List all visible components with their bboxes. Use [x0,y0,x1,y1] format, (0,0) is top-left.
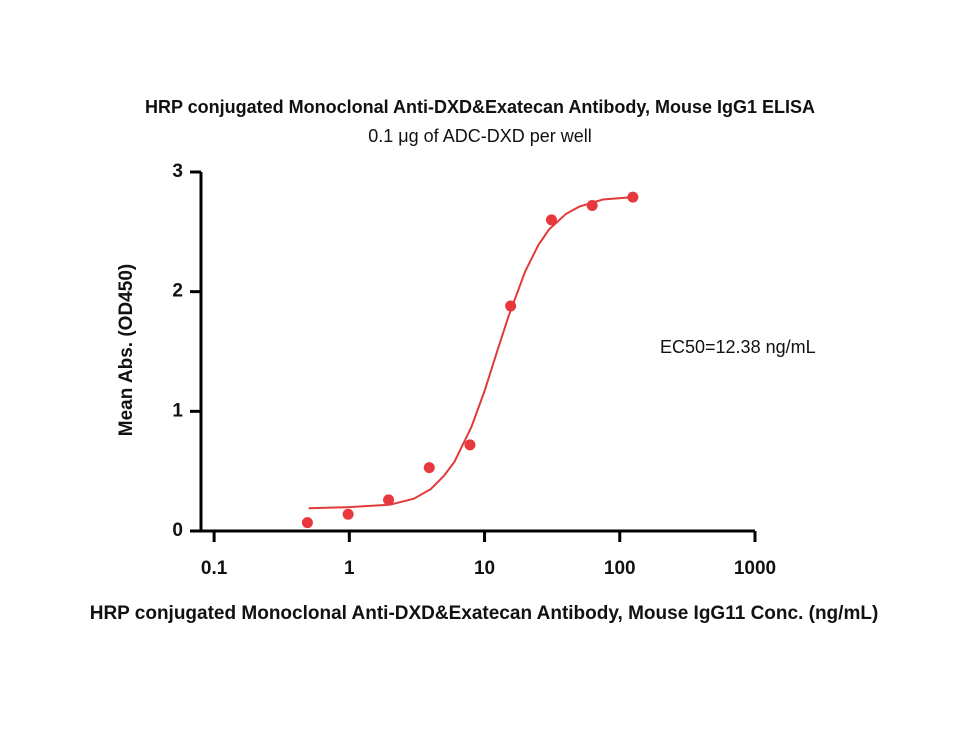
data-point [545,214,557,226]
data-point [423,462,435,474]
y-tick-label: 1 [172,400,183,421]
x-tick-label: 100 [604,558,636,579]
y-tick-label: 0 [172,520,183,541]
y-axis-label: Mean Abs. (OD450) [116,264,137,436]
x-axis-label: HRP conjugated Monoclonal Anti-DXD&Exate… [90,603,879,624]
data-point [301,517,313,529]
data-point [383,494,395,506]
x-tick-label: 1 [344,558,355,579]
data-point [342,508,354,520]
fit-curve [308,196,633,510]
x-tick-label: 0.1 [201,558,228,579]
chart-title: HRP conjugated Monoclonal Anti-DXD&Exate… [145,97,815,117]
y-tick-label: 3 [172,161,183,182]
annotation: EC50=12.38 ng/mL [660,337,816,357]
y-tick-label: 2 [172,281,183,302]
data-point [464,439,476,451]
data-point [586,200,598,212]
data-point [505,300,517,312]
x-tick-label: 1000 [734,558,776,579]
x-tick-label: 10 [474,558,495,579]
data-point [627,191,639,203]
chart-subtitle: 0.1 μg of ADC-DXD per well [368,126,591,146]
